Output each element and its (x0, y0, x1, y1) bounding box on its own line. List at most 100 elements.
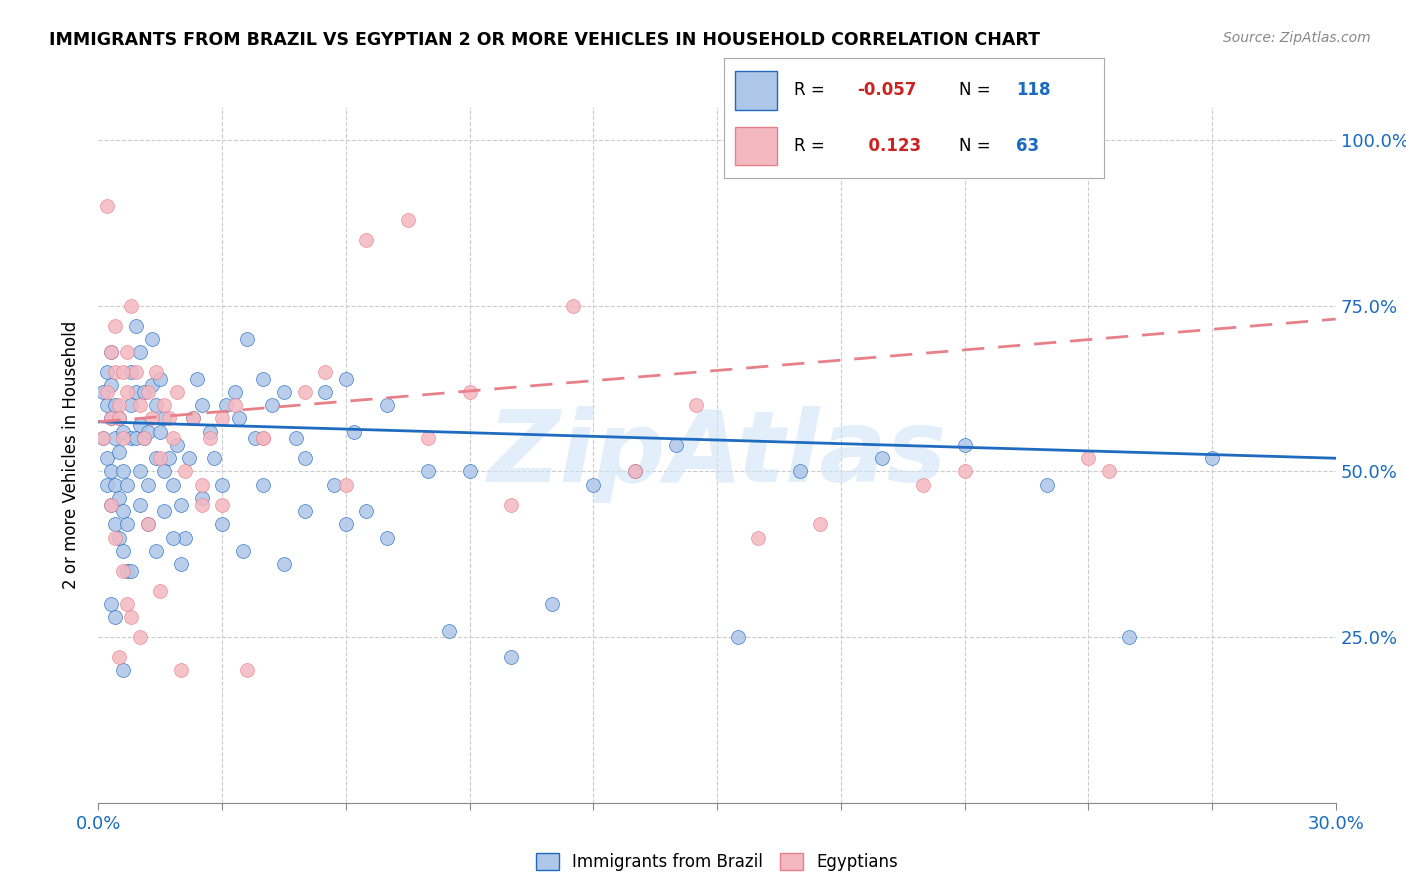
Point (170, 498, 193, 512)
Point (157, 411, 180, 425)
Point (104, 610, 127, 624)
Point (727, 630, 749, 644)
Point (243, 431, 266, 445)
Point (228, 411, 250, 425)
Point (162, 477, 184, 491)
Point (162, 431, 184, 445)
Point (1036, 477, 1059, 491)
Point (104, 365, 127, 379)
Point (117, 564, 139, 578)
Point (314, 384, 336, 399)
Point (124, 365, 146, 379)
Point (128, 418, 150, 433)
Point (273, 558, 295, 572)
Point (128, 630, 150, 644)
Point (112, 504, 135, 518)
Point (96, 451, 118, 466)
Text: 0.123: 0.123 (858, 136, 921, 155)
Point (149, 451, 172, 466)
Point (141, 332, 163, 346)
Point (153, 504, 176, 518)
Point (117, 384, 139, 399)
Point (100, 465, 122, 479)
Point (91, 384, 114, 399)
Point (112, 365, 135, 379)
Point (100, 498, 122, 512)
Point (104, 477, 127, 491)
Text: 63: 63 (1017, 136, 1039, 155)
Point (190, 477, 212, 491)
Point (104, 398, 127, 412)
Point (181, 411, 204, 425)
Point (211, 498, 233, 512)
Point (153, 398, 176, 412)
Point (91, 431, 114, 445)
Point (418, 465, 440, 479)
Point (108, 650, 131, 665)
Point (136, 425, 159, 439)
Point (120, 431, 142, 445)
Point (912, 477, 935, 491)
Point (91, 431, 114, 445)
Point (623, 465, 645, 479)
Point (211, 411, 233, 425)
Point (665, 438, 688, 452)
Point (100, 378, 122, 392)
Point (104, 531, 127, 545)
Point (1077, 451, 1099, 466)
Point (190, 498, 212, 512)
Point (100, 597, 122, 611)
Point (132, 384, 155, 399)
Point (335, 517, 357, 532)
Point (170, 558, 193, 572)
Point (108, 398, 131, 412)
Point (561, 299, 583, 313)
Point (232, 544, 254, 558)
Point (132, 431, 155, 445)
Point (149, 372, 172, 386)
Point (170, 663, 193, 677)
Point (174, 531, 197, 545)
Point (108, 411, 131, 425)
Point (499, 650, 522, 665)
Point (356, 233, 378, 247)
Point (437, 624, 460, 638)
Point (100, 498, 122, 512)
Point (100, 345, 122, 359)
Point (128, 398, 150, 412)
Point (96, 199, 118, 213)
Point (120, 299, 142, 313)
Point (236, 332, 259, 346)
Point (108, 531, 131, 545)
Point (1118, 630, 1140, 644)
Point (623, 465, 645, 479)
Point (236, 663, 259, 677)
Point (100, 411, 122, 425)
Point (128, 345, 150, 359)
Point (356, 504, 378, 518)
Point (396, 212, 419, 227)
Point (141, 378, 163, 392)
Point (120, 610, 142, 624)
Point (190, 491, 212, 505)
Point (294, 504, 316, 518)
Point (418, 431, 440, 445)
Point (541, 597, 564, 611)
Point (145, 544, 167, 558)
Point (112, 425, 135, 439)
Point (458, 465, 481, 479)
Point (252, 431, 274, 445)
Point (124, 384, 146, 399)
Point (582, 477, 605, 491)
Point (314, 365, 336, 379)
Point (202, 451, 225, 466)
Point (124, 431, 146, 445)
Point (153, 465, 176, 479)
Point (108, 444, 131, 458)
Point (198, 431, 221, 445)
Point (96, 477, 118, 491)
Point (224, 384, 246, 399)
Point (685, 398, 707, 412)
Point (190, 398, 212, 412)
Point (953, 465, 976, 479)
